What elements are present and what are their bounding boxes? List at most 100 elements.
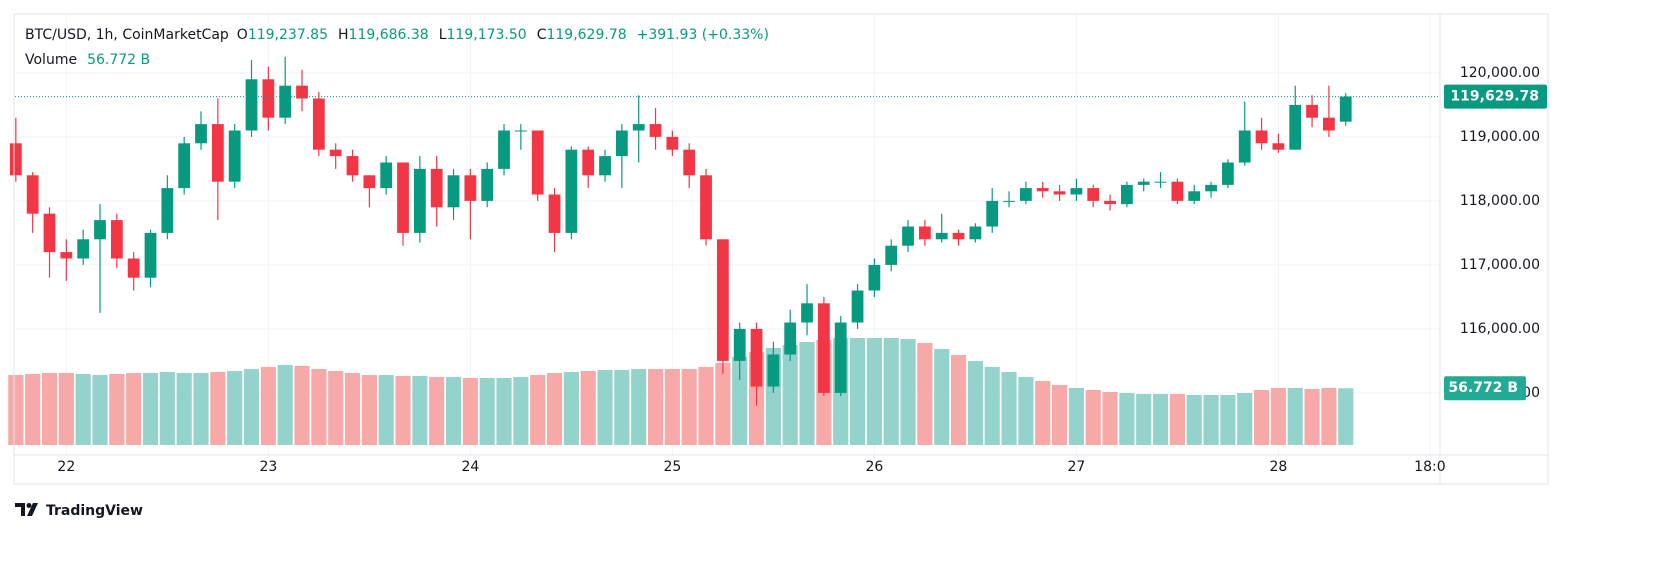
candles — [9, 56, 1352, 406]
candle-body — [1289, 104, 1302, 150]
volume-bar — [866, 338, 882, 445]
candle-body — [9, 143, 22, 176]
candle-body — [211, 124, 224, 182]
candle-body — [1272, 143, 1285, 150]
volume-bar — [1169, 394, 1185, 445]
volume-bar — [934, 349, 950, 445]
candle-body — [413, 168, 426, 233]
candle-body — [26, 175, 39, 214]
candle-body — [312, 98, 325, 150]
candle-body — [346, 156, 359, 176]
candle-body — [60, 252, 73, 259]
chart-frame — [13, 13, 1549, 485]
candle-body — [969, 226, 982, 240]
volume-bar — [41, 373, 58, 445]
volume-bar — [967, 361, 983, 445]
candle-body — [767, 354, 780, 387]
x-tick-label: 23 — [259, 459, 277, 475]
candle-body — [94, 220, 106, 240]
candle-body — [279, 85, 292, 118]
volume-bar — [580, 371, 596, 445]
candle-body — [77, 239, 90, 259]
candle-body — [1087, 188, 1100, 201]
candle-body — [127, 258, 140, 278]
volume-bar — [1119, 393, 1135, 445]
candle-body — [615, 130, 628, 157]
logo-mark — [27, 503, 38, 516]
volume-bar — [563, 372, 579, 445]
volume-bar — [1304, 389, 1320, 445]
ohlc-value: 119,237.85 — [248, 27, 328, 43]
candle-body — [935, 232, 948, 240]
volume-bar — [1253, 390, 1270, 445]
grid — [15, 14, 1440, 455]
y-tick-label: 117,000.00 — [1460, 257, 1540, 273]
volume-bar — [260, 367, 276, 445]
volume-bar — [1001, 372, 1017, 445]
candle-body — [1171, 181, 1184, 201]
candle-body — [329, 149, 342, 157]
y-tick-label: 120,000.00 — [1460, 65, 1540, 81]
volume-bar — [1051, 385, 1068, 445]
candle-body — [700, 175, 712, 240]
candle-body — [1323, 117, 1335, 131]
candle-body — [144, 232, 157, 278]
candle-body — [498, 130, 510, 169]
volume-bar — [328, 371, 344, 445]
brand: TradingView — [46, 503, 143, 519]
candle-body — [1019, 188, 1032, 201]
volume-bar — [1270, 388, 1286, 445]
candle-body — [296, 85, 308, 99]
candle-body — [750, 328, 763, 387]
candle-body — [902, 226, 914, 246]
volume-bar — [1237, 393, 1253, 445]
volume-bar — [530, 375, 546, 445]
volume-bar — [883, 338, 899, 445]
candle-body — [885, 245, 898, 265]
volume-bar — [58, 373, 74, 445]
candle-body — [228, 130, 241, 182]
volume-bar — [597, 370, 613, 445]
y-tick-label: 118,000.00 — [1460, 193, 1540, 209]
candle-body — [683, 149, 696, 176]
candle-body — [632, 124, 645, 131]
ohlc-value: 119,629.78 — [546, 27, 626, 43]
candle-body — [666, 136, 679, 150]
volume-bar — [92, 375, 108, 445]
candle-body — [1188, 191, 1201, 201]
x-tick-label: 24 — [461, 459, 479, 475]
candle-body — [1221, 162, 1234, 185]
candle-body — [397, 162, 409, 233]
volume-bar — [344, 373, 361, 445]
volume-bar — [917, 343, 933, 445]
volume-bar — [462, 378, 478, 445]
candle-body — [531, 130, 544, 195]
candle-body — [986, 200, 999, 227]
volume-bar — [176, 373, 192, 445]
volume-bar — [782, 345, 798, 445]
volume-bar — [631, 369, 647, 445]
volume-bar — [513, 377, 529, 445]
axes: 115,000.00116,000.00117,000.00118,000.00… — [15, 65, 1547, 475]
volume-bar — [1287, 388, 1303, 445]
volume-bar — [412, 376, 428, 445]
candle-body — [733, 328, 746, 361]
volume-bar — [715, 363, 731, 445]
candle-body — [1205, 184, 1217, 192]
candle-body — [262, 79, 275, 118]
volume-bar — [25, 374, 41, 445]
volume-bar — [159, 372, 175, 445]
volume-bar — [1068, 388, 1084, 445]
volume-bar — [1102, 392, 1118, 445]
candle-body — [447, 175, 460, 208]
legend: BTC/USD, 1h, CoinMarketCap O119,237.85 H11… — [25, 27, 769, 68]
volume-bar — [243, 369, 260, 445]
volume-bar — [361, 375, 377, 445]
volume-pane — [8, 338, 1354, 445]
x-tick-label: 26 — [865, 459, 883, 475]
candle-body — [716, 239, 729, 361]
volume-bar — [681, 369, 697, 445]
volume-bar — [378, 375, 394, 445]
